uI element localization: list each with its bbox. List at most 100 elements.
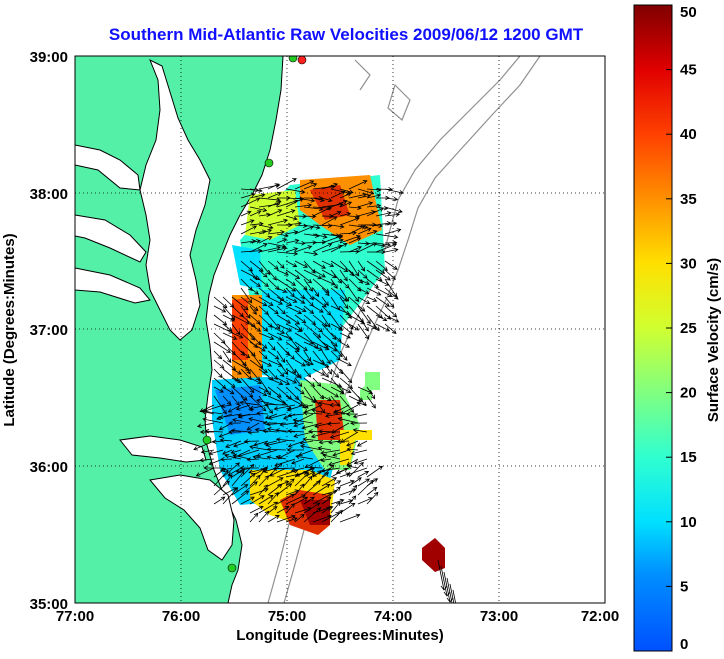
velocity-arrow: [384, 247, 399, 253]
velocity-arrow: [321, 386, 339, 398]
velocity-arrow: [449, 583, 455, 603]
velocity-arrow: [276, 469, 299, 478]
colorbar-tick-label: 10: [680, 514, 697, 531]
velocity-arrow: [321, 359, 333, 375]
velocity-arrow: [339, 386, 352, 394]
velocity-arrow: [240, 496, 255, 505]
velocity-arrow: [285, 278, 296, 286]
velocity-arrow: [231, 296, 249, 311]
velocity-arrow: [321, 350, 331, 365]
velocity-arrow: [350, 420, 368, 426]
velocity-arrow: [249, 487, 269, 496]
velocity-arrow: [252, 454, 269, 460]
velocity-arrow: [357, 188, 375, 195]
velocity-arrow: [285, 503, 296, 514]
velocity-arrow: [312, 483, 331, 496]
velocity-arrow: [320, 467, 341, 473]
velocity-arrow: [332, 449, 350, 457]
radar-station-marker: [202, 435, 212, 445]
velocity-arrow: [254, 427, 269, 433]
velocity-arrow: [249, 206, 268, 213]
velocity-arrow: [437, 559, 448, 591]
velocity-arrow: [240, 359, 251, 375]
colorbar-label: Surface Velocity (cm/s): [705, 258, 722, 422]
velocity-arrow: [312, 269, 326, 278]
velocity-arrow: [249, 210, 262, 217]
velocity-arrow: [249, 495, 265, 505]
velocity-arrow: [249, 395, 267, 412]
velocity-arrow: [276, 350, 286, 363]
velocity-arrow: [213, 332, 226, 344]
velocity-arrow: [375, 260, 388, 271]
velocity-arrow: [211, 439, 224, 444]
velocity-arrow: [366, 278, 379, 289]
velocity-arrow: [384, 260, 398, 270]
velocity-arrow: [193, 440, 215, 451]
velocity-arrow: [348, 287, 360, 303]
velocity-arrow: [213, 305, 227, 313]
velocity-arrow: [312, 242, 333, 253]
velocity-arrow: [321, 216, 338, 226]
velocity-arrow: [258, 269, 268, 278]
velocity-arrow: [303, 269, 323, 280]
velocity-arrow: [348, 237, 362, 244]
velocity-arrow: [303, 251, 319, 256]
velocity-arrow: [301, 422, 323, 430]
velocity-arrow: [267, 341, 276, 351]
velocity-arrow: [357, 305, 371, 325]
velocity-arrow: [220, 403, 233, 409]
velocity-arrow: [329, 402, 341, 408]
velocity-arrow: [293, 422, 305, 428]
velocity-arrow: [274, 458, 296, 467]
velocity-arrow: [366, 193, 382, 199]
velocity-arrow: [366, 260, 386, 274]
velocity-arrow: [302, 437, 323, 442]
velocity-arrow: [265, 440, 287, 448]
velocity-arrow: [348, 495, 357, 505]
velocity-arrow: [262, 420, 278, 426]
velocity-arrow: [266, 455, 278, 460]
velocity-patch: [232, 245, 262, 290]
velocity-arrow: [285, 287, 295, 298]
velocity-arrow: [275, 428, 296, 433]
velocity-arrow: [348, 260, 360, 277]
velocity-arrow: [303, 214, 317, 219]
velocity-arrow: [320, 449, 341, 455]
velocity-arrow: [366, 323, 377, 330]
velocity-arrow: [222, 350, 232, 364]
velocity-arrow: [346, 458, 359, 466]
velocity-arrow: [258, 350, 268, 360]
velocity-arrow: [357, 222, 377, 228]
velocity-arrow: [348, 180, 368, 190]
velocity-arrow: [339, 395, 355, 413]
velocity-patch: [365, 372, 380, 390]
velocity-arrow: [249, 332, 262, 346]
velocity-arrow: [258, 494, 274, 505]
velocity-arrow: [276, 323, 293, 332]
velocity-arrow: [330, 486, 341, 496]
velocity-arrow: [213, 395, 227, 415]
velocity-patch: [340, 430, 372, 465]
velocity-arrow: [312, 377, 322, 387]
colorbar-tick-label: 30: [680, 255, 697, 272]
velocity-arrow: [357, 470, 370, 478]
velocity-arrow: [294, 359, 306, 367]
velocity-arrow: [303, 278, 314, 292]
velocity-arrow: [339, 502, 356, 514]
velocity-arrow: [249, 386, 268, 397]
velocity-arrow: [249, 505, 264, 514]
velocity-arrow: [231, 470, 245, 487]
velocity-arrow: [318, 439, 332, 445]
velocity-arrow: [196, 422, 215, 428]
velocity-arrow: [340, 431, 359, 443]
velocity-arrow: [213, 386, 225, 393]
velocity-arrow: [384, 212, 401, 217]
velocity-arrow: [357, 193, 372, 199]
velocity-arrow: [346, 447, 359, 452]
velocity-arrow: [330, 332, 342, 343]
velocity-arrow: [258, 278, 269, 287]
velocity-arrow: [276, 305, 286, 315]
velocity-arrow: [440, 565, 451, 597]
velocity-arrow: [200, 409, 224, 415]
